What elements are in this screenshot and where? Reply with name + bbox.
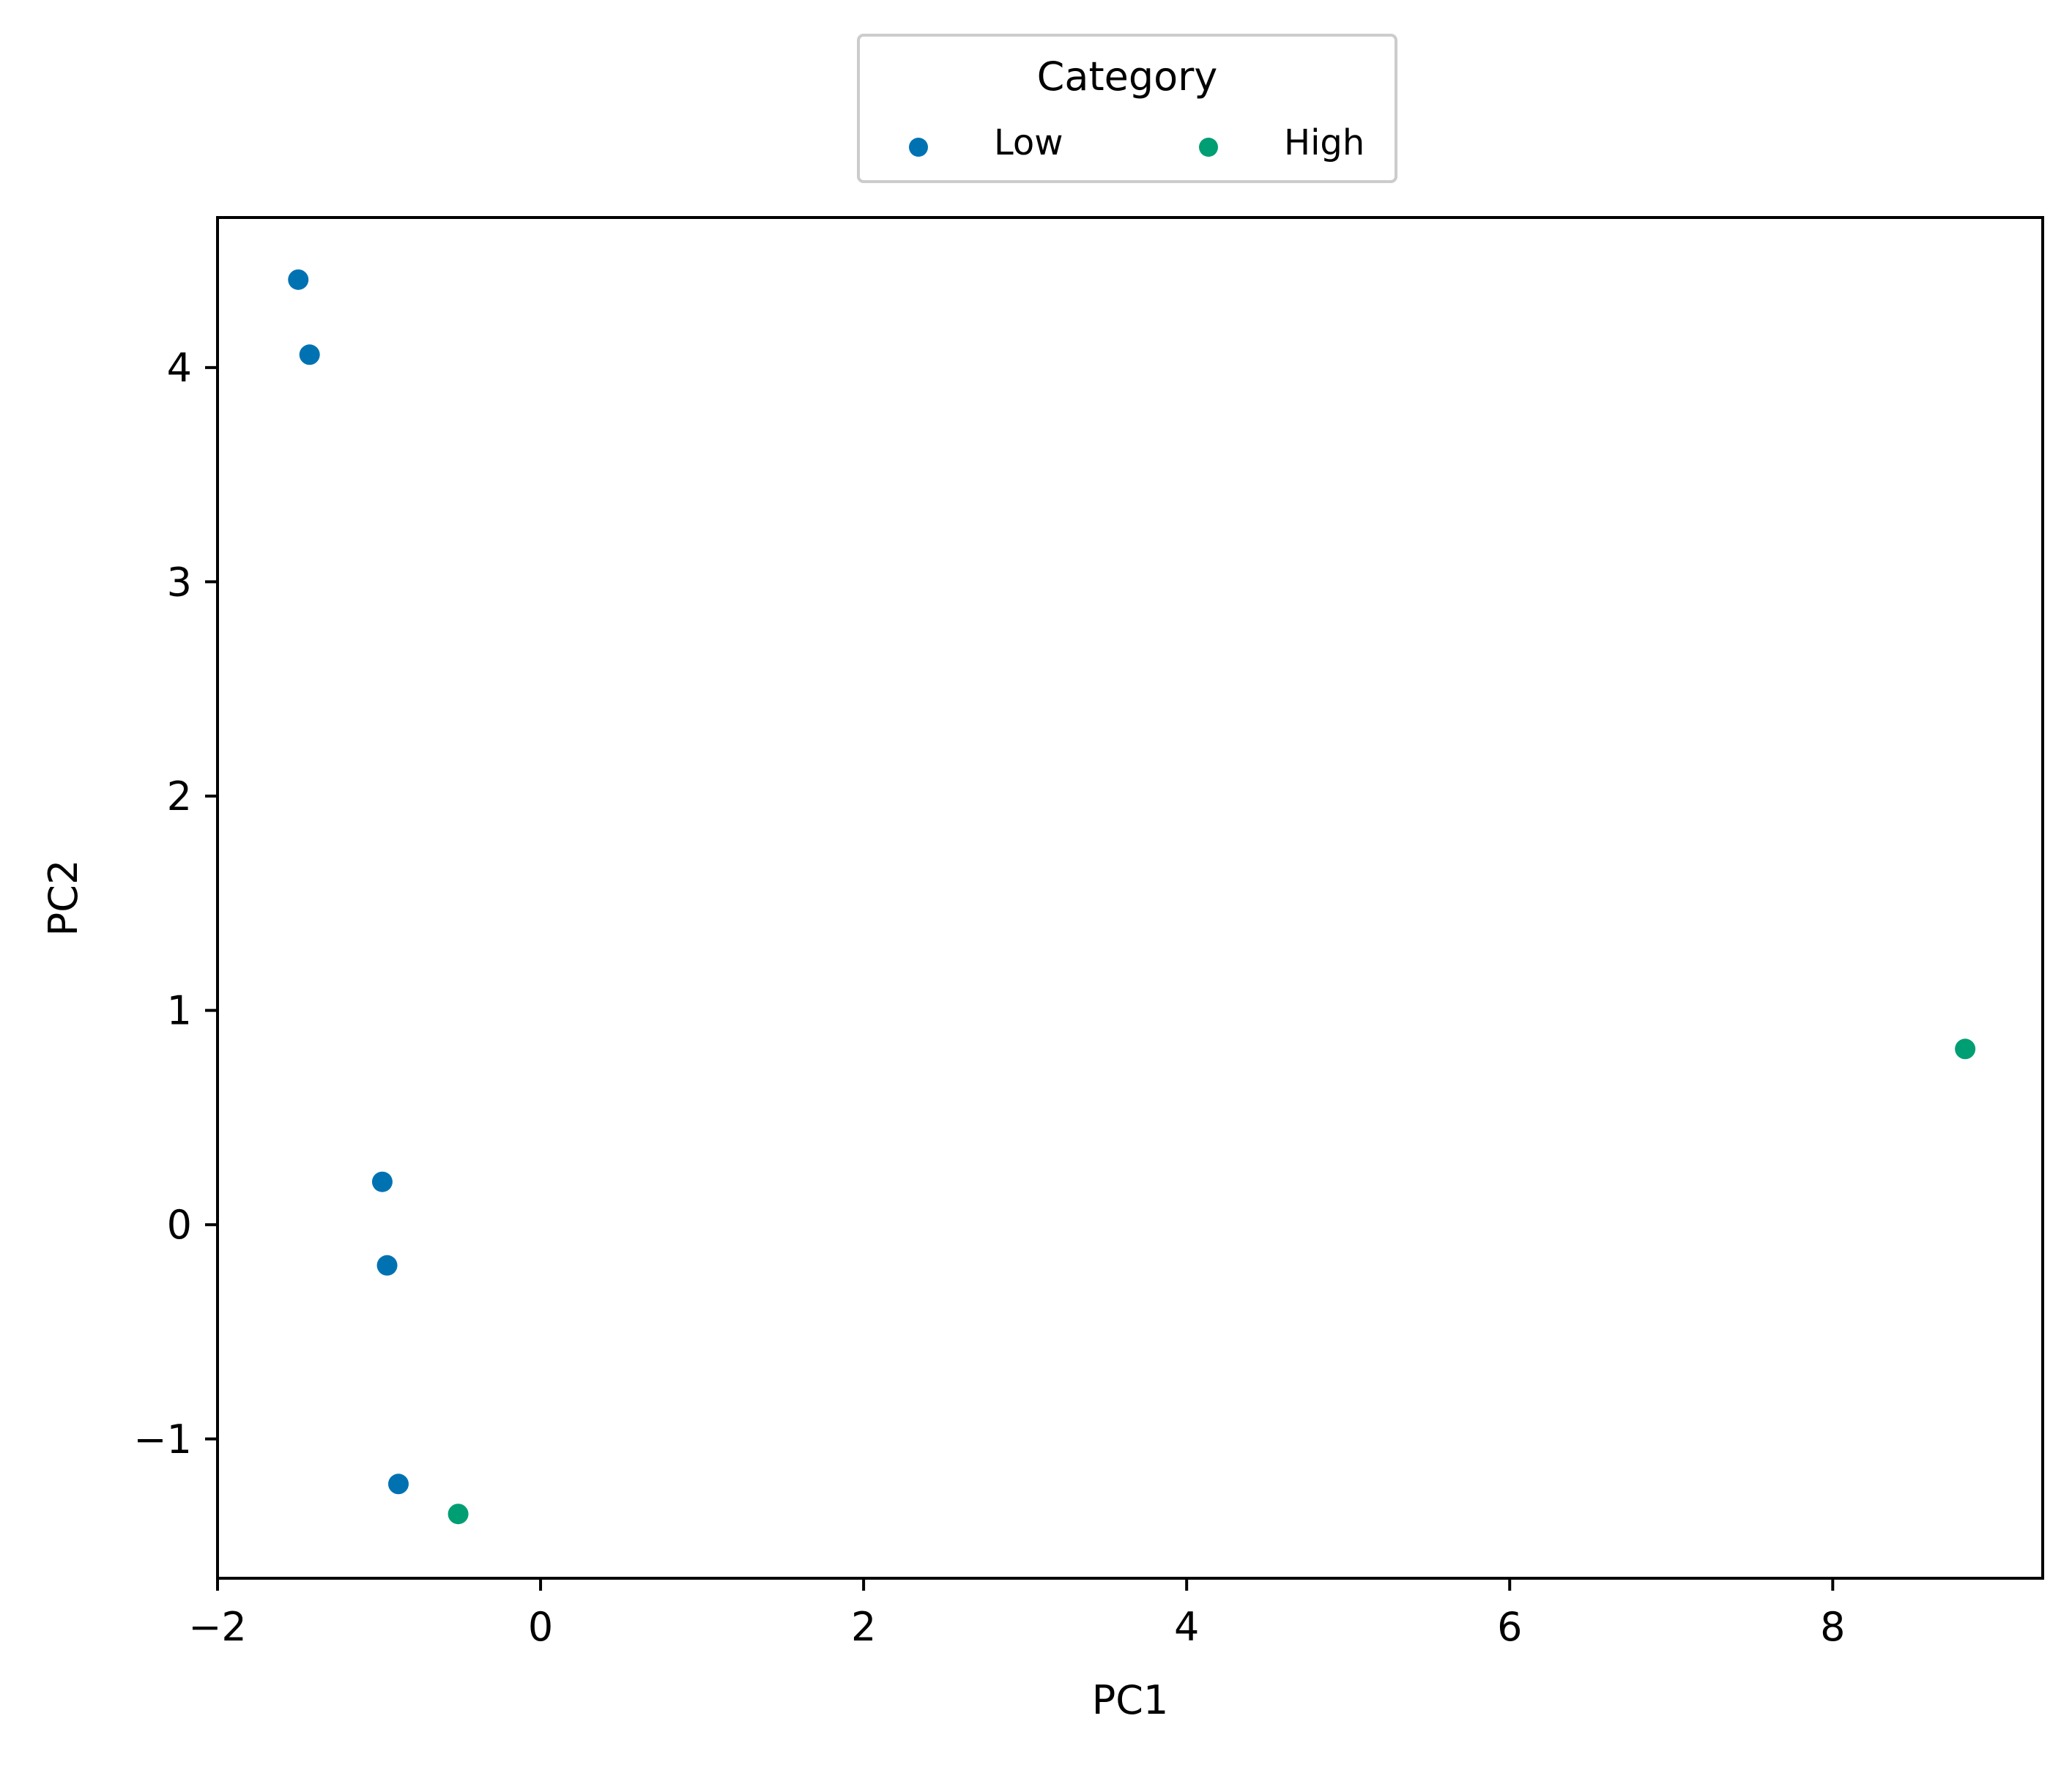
legend-box (857, 34, 1397, 183)
y-tick-label: 1 (167, 988, 192, 1034)
y-axis-label: PC2 (40, 860, 86, 937)
x-tick-label: 0 (528, 1604, 553, 1650)
x-tick-label: −2 (188, 1604, 247, 1650)
x-axis-ticks: −2 0 2 4 6 8 (188, 1578, 1845, 1650)
data-point-high (448, 1504, 469, 1525)
legend: Category Low High (857, 34, 1397, 183)
data-point-low (371, 1171, 393, 1192)
x-tick-label: 4 (1174, 1604, 1199, 1650)
x-tick-label: 6 (1497, 1604, 1522, 1650)
x-tick-label: 2 (851, 1604, 876, 1650)
y-axis-ticks: −1 0 1 2 3 4 (133, 345, 218, 1463)
data-point-low (387, 1474, 409, 1495)
x-axis-label: PC1 (1092, 1677, 1169, 1723)
x-tick-label: 8 (1820, 1604, 1845, 1650)
y-tick-label: 2 (167, 773, 192, 820)
y-tick-label: −1 (133, 1416, 192, 1463)
y-tick-label: 3 (167, 559, 192, 605)
data-point-low (288, 269, 309, 290)
data-point-low (299, 344, 320, 365)
y-tick-label: 4 (167, 345, 192, 391)
legend-label-high: High (1284, 122, 1364, 163)
legend-label-low: Low (994, 122, 1063, 163)
plot-area-frame (216, 216, 2044, 1580)
legend-marker-high (1199, 138, 1218, 157)
data-point-low (376, 1255, 398, 1276)
legend-marker-low (909, 138, 928, 157)
data-point-high (1955, 1038, 1976, 1060)
legend-title: Category (1037, 53, 1218, 100)
y-tick-label: 0 (167, 1202, 192, 1248)
data-points (288, 269, 1976, 1525)
